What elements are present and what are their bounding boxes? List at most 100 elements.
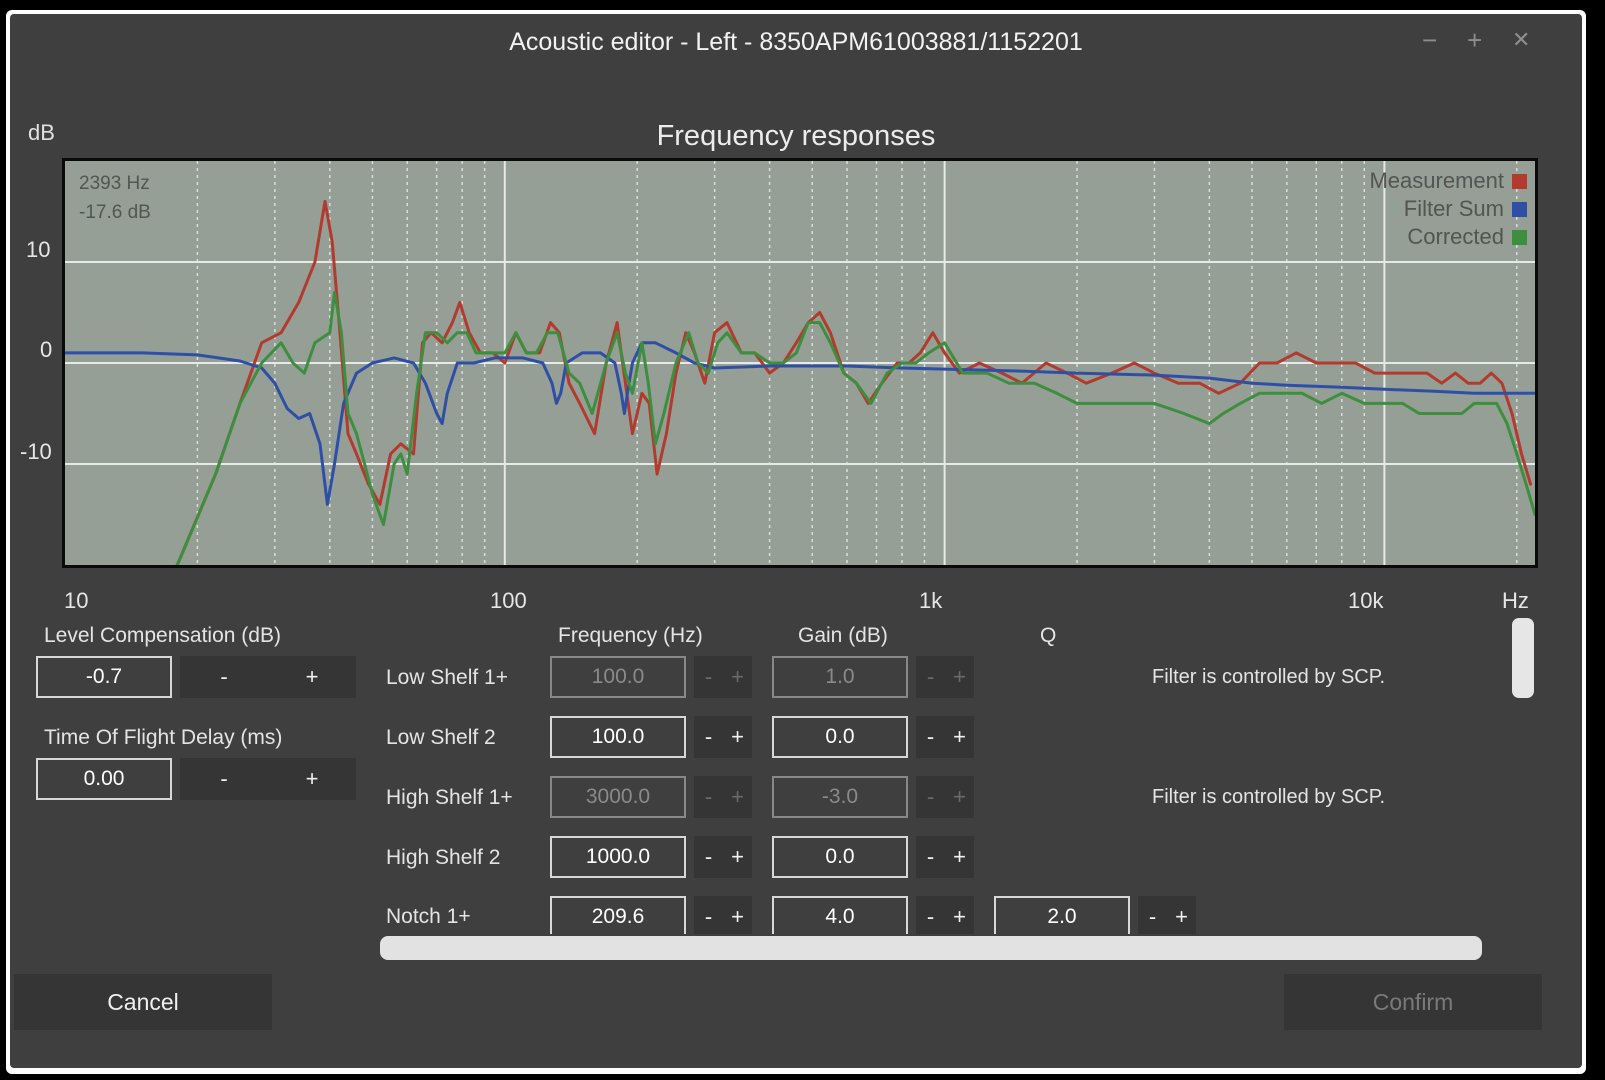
decrement-button[interactable]: -	[704, 904, 713, 929]
gain-input[interactable]: 4.0	[772, 896, 908, 934]
decrement-button: -	[926, 784, 935, 809]
decrement-button[interactable]: -	[926, 724, 935, 749]
decrement-button[interactable]: -	[704, 724, 713, 749]
gain-stepper: - +	[916, 896, 974, 934]
decrement-button[interactable]: -	[220, 766, 228, 791]
legend-filter-sum: Filter Sum	[1369, 195, 1527, 223]
q-stepper: - +	[1138, 896, 1196, 934]
increment-button: +	[953, 784, 966, 809]
increment-button[interactable]: +	[953, 724, 966, 749]
legend-label: Filter Sum	[1403, 196, 1504, 221]
window-title: Acoustic editor - Left - 8350APM61003881…	[509, 28, 1083, 56]
increment-button: +	[731, 784, 744, 809]
frequency-stepper: - +	[694, 656, 752, 698]
y-tick-label: 10	[26, 237, 51, 262]
filter-name: Notch 1+	[386, 905, 471, 928]
cursor-level: -17.6 dB	[79, 202, 151, 223]
acoustic-editor-window: Acoustic editor - Left - 8350APM61003881…	[10, 14, 1582, 1068]
y-axis-unit: dB	[28, 120, 55, 145]
title-bar: Acoustic editor - Left - 8350APM61003881…	[10, 14, 1582, 72]
gain-input: -3.0	[772, 776, 908, 818]
decrement-button[interactable]: -	[926, 904, 935, 929]
increment-button[interactable]: +	[953, 844, 966, 869]
gain-input: 1.0	[772, 656, 908, 698]
decrement-button[interactable]: -	[704, 844, 713, 869]
increment-button: +	[953, 664, 966, 689]
frequency-stepper: - +	[694, 896, 752, 934]
x-tick-label: 100	[490, 588, 527, 613]
frequency-input: 100.0	[550, 656, 686, 698]
scp-note: Filter is controlled by SCP.	[1152, 666, 1386, 688]
level-compensation-label: Level Compensation (dB)	[44, 624, 281, 647]
time-of-flight-label: Time Of Flight Delay (ms)	[44, 726, 283, 749]
frequency-stepper: - +	[694, 836, 752, 878]
gain-stepper: - +	[916, 836, 974, 878]
legend-measurement: Measurement	[1369, 167, 1527, 195]
minimize-icon[interactable]: −	[1422, 25, 1438, 55]
chart-legend: Measurement Filter Sum Corrected	[1369, 167, 1527, 251]
x-tick-label: 10	[64, 588, 89, 613]
plot-canvas	[65, 161, 1535, 565]
filter-name: Low Shelf 1+	[386, 666, 509, 689]
x-tick-label: 10k	[1348, 588, 1384, 613]
level-compensation-input[interactable]: -0.7	[36, 656, 172, 698]
confirm-button[interactable]: Confirm	[1284, 974, 1542, 1030]
q-header: Q	[1040, 624, 1057, 647]
gain-stepper: - +	[916, 656, 974, 698]
frequency-header: Frequency (Hz)	[558, 624, 703, 647]
level-compensation-stepper: - +	[180, 656, 356, 698]
frequency-response-plot[interactable]: 2393 Hz -17.6 dB Measurement Filter Sum …	[62, 158, 1538, 568]
close-icon[interactable]: ✕	[1512, 27, 1531, 52]
increment-button[interactable]: +	[731, 844, 744, 869]
filter-name: High Shelf 1+	[386, 786, 513, 809]
series-line-filter-sum	[65, 341, 1535, 506]
increment-button[interactable]: +	[731, 724, 744, 749]
increment-button[interactable]: +	[305, 766, 319, 791]
increment-button[interactable]: +	[731, 904, 744, 929]
series-line-measurement	[175, 199, 1533, 565]
gain-stepper: - +	[916, 716, 974, 758]
legend-label: Measurement	[1369, 168, 1504, 193]
y-tick-label: 0	[40, 337, 53, 362]
legend-corrected: Corrected	[1369, 223, 1527, 251]
decrement-button[interactable]: -	[220, 664, 228, 689]
frequency-stepper: - +	[694, 716, 752, 758]
frequency-input[interactable]: 209.6	[550, 896, 686, 934]
cursor-frequency: 2393 Hz	[79, 173, 150, 194]
increment-button[interactable]: +	[953, 904, 966, 929]
decrement-button[interactable]: -	[1148, 904, 1157, 929]
maximize-icon[interactable]: +	[1467, 25, 1483, 55]
decrement-button: -	[926, 664, 935, 689]
cursor-readout: 2393 Hz -17.6 dB	[79, 169, 151, 227]
y-tick-label: -10	[20, 439, 52, 464]
x-axis-unit: Hz	[1502, 588, 1529, 613]
legend-swatch	[1512, 173, 1527, 189]
chart-title: Frequency responses	[656, 120, 936, 152]
q-input[interactable]: 2.0	[994, 896, 1130, 934]
decrement-button[interactable]: -	[926, 844, 935, 869]
cancel-button[interactable]: Cancel	[14, 974, 272, 1030]
gain-input[interactable]: 0.0	[772, 716, 908, 758]
gain-stepper: - +	[916, 776, 974, 818]
time-of-flight-stepper: - +	[180, 758, 356, 800]
time-of-flight-input[interactable]: 0.00	[36, 758, 172, 800]
increment-button[interactable]: +	[1175, 904, 1188, 929]
decrement-button: -	[704, 664, 713, 689]
scp-note: Filter is controlled by SCP.	[1152, 786, 1386, 808]
frequency-input: 3000.0	[550, 776, 686, 818]
frequency-input[interactable]: 100.0	[550, 716, 686, 758]
filter-name: Low Shelf 2	[386, 726, 496, 749]
legend-label: Corrected	[1407, 224, 1504, 249]
vertical-scrollbar[interactable]	[1512, 618, 1534, 698]
legend-swatch	[1512, 229, 1527, 245]
increment-button[interactable]: +	[305, 664, 319, 689]
gain-header: Gain (dB)	[798, 624, 888, 647]
filter-name: High Shelf 2	[386, 846, 501, 869]
frequency-input[interactable]: 1000.0	[550, 836, 686, 878]
series-line-corrected	[175, 290, 1535, 565]
frequency-stepper: - +	[694, 776, 752, 818]
increment-button: +	[731, 664, 744, 689]
horizontal-scrollbar[interactable]	[380, 936, 1482, 960]
gain-input[interactable]: 0.0	[772, 836, 908, 878]
x-tick-label: 1k	[919, 588, 943, 613]
